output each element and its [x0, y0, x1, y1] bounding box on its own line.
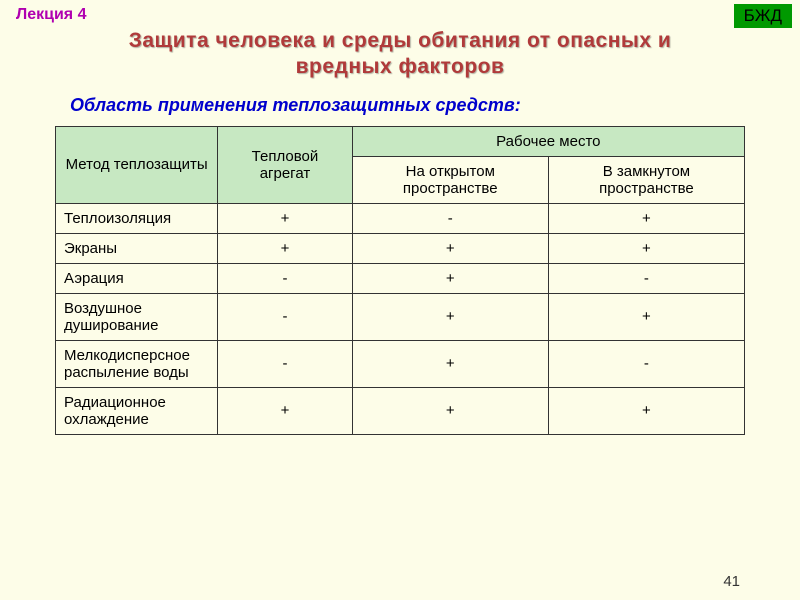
cell-method: Экраны — [56, 233, 218, 263]
cell-open: + — [352, 263, 548, 293]
cell-open: + — [352, 387, 548, 434]
header-open-space: На открытом пространстве — [352, 156, 548, 203]
table-row: Воздушное душирование - + + — [56, 293, 745, 340]
cell-method: Мелкодисперсное распыление воды — [56, 340, 218, 387]
cell-open: + — [352, 293, 548, 340]
page-number: 41 — [723, 573, 740, 590]
lecture-label: Лекция 4 — [16, 6, 86, 24]
cell-agg: - — [218, 340, 352, 387]
cell-agg: - — [218, 293, 352, 340]
course-badge: БЖД — [734, 4, 792, 28]
cell-method: Аэрация — [56, 263, 218, 293]
header-closed-space: В замкнутом пространстве — [548, 156, 744, 203]
page-title: Защита человека и среды обитания от опас… — [0, 0, 800, 81]
cell-closed: + — [548, 387, 744, 434]
table-row: Аэрация - + - — [56, 263, 745, 293]
header-workplace: Рабочее место — [352, 126, 744, 156]
cell-open: - — [352, 203, 548, 233]
cell-closed: + — [548, 203, 744, 233]
cell-method: Теплоизоляция — [56, 203, 218, 233]
header-aggregate: Тепловой агрегат — [218, 126, 352, 203]
cell-agg: - — [218, 263, 352, 293]
cell-method: Воздушное душирование — [56, 293, 218, 340]
table-row: Мелкодисперсное распыление воды - + - — [56, 340, 745, 387]
header-method: Метод теплозащиты — [56, 126, 218, 203]
title-line-1: Защита человека и среды обитания от опас… — [129, 29, 672, 52]
cell-agg: + — [218, 203, 352, 233]
cell-closed: - — [548, 263, 744, 293]
methods-table: Метод теплозащиты Тепловой агрегат Рабоч… — [55, 126, 745, 435]
table-row: Экраны + + + — [56, 233, 745, 263]
cell-agg: + — [218, 387, 352, 434]
table-header-row-1: Метод теплозащиты Тепловой агрегат Рабоч… — [56, 126, 745, 156]
title-line-2: вредных факторов — [296, 55, 505, 78]
subtitle: Область применения теплозащитных средств… — [70, 95, 800, 116]
cell-closed: - — [548, 340, 744, 387]
table-row: Теплоизоляция + - + — [56, 203, 745, 233]
cell-open: + — [352, 340, 548, 387]
cell-open: + — [352, 233, 548, 263]
cell-agg: + — [218, 233, 352, 263]
cell-method: Радиационное охлаждение — [56, 387, 218, 434]
table-row: Радиационное охлаждение + + + — [56, 387, 745, 434]
cell-closed: + — [548, 233, 744, 263]
cell-closed: + — [548, 293, 744, 340]
